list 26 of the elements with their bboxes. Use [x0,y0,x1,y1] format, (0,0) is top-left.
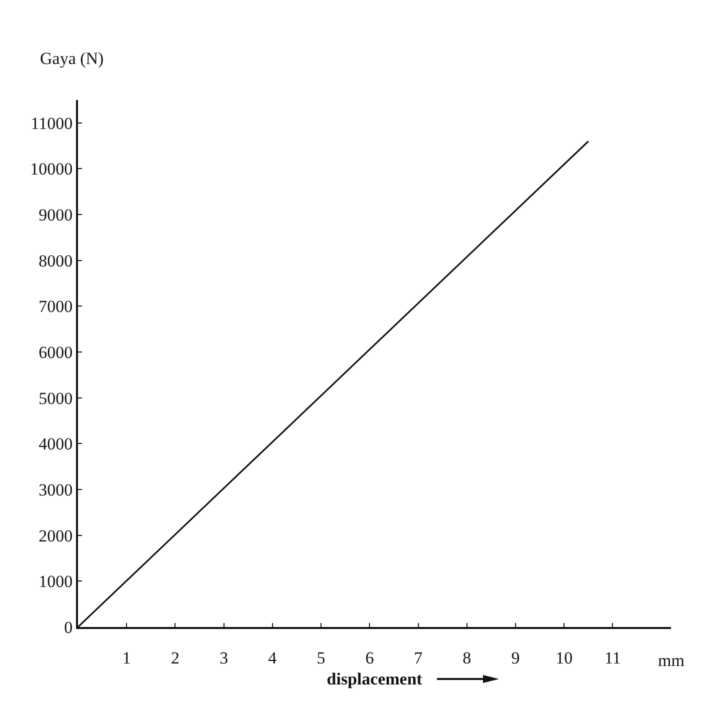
y-tick-label: 2000 [38,526,73,546]
x-tick-label: 7 [414,648,423,668]
y-tick-label: 3000 [38,480,73,500]
x-axis-title: displacement [326,669,423,688]
x-tick-label: 10 [556,648,573,668]
y-tick-label: 0 [64,618,73,637]
y-tick-label: 9000 [38,206,73,225]
text: mm [658,651,684,670]
y-tick-label: 7000 [38,297,73,316]
y-tick-label: 5000 [38,388,73,408]
y-tick-label: 8000 [38,251,73,270]
x-tick-label: 11 [604,648,621,668]
x-tick-label: 5 [316,648,326,668]
y-tick-label: 4000 [38,434,73,454]
x-tick-label: 8 [462,648,472,668]
x-tick-label: 1 [122,648,131,668]
x-tick-label: 2 [170,648,180,668]
x-tick-label: 3 [220,648,228,668]
y-axis-title: Gaya (N) [40,49,104,68]
x-tick-label: 4 [268,648,278,668]
x-tick-label: 6 [365,648,374,668]
y-tick-label: 6000 [38,342,73,362]
y-tick-label: 1000 [38,572,73,592]
y-tick-label: 11000 [30,114,73,133]
y-tick-label: 10000 [30,160,73,179]
x-tick-label: 9 [511,648,520,668]
